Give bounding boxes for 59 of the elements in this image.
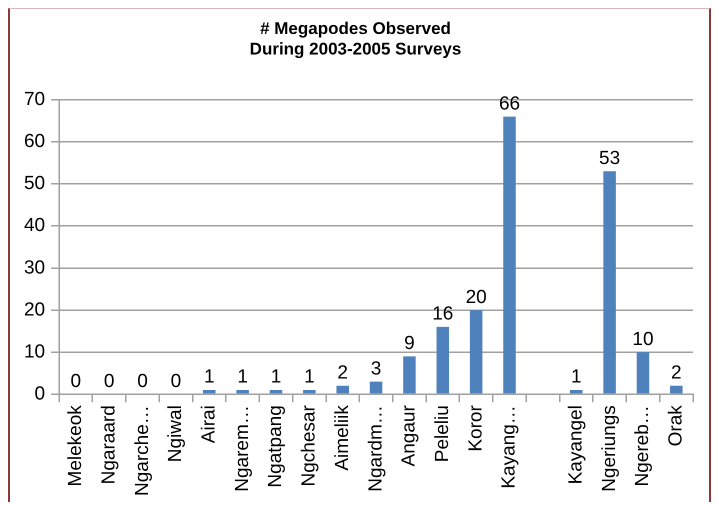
x-tick-label: Melekeok — [65, 404, 86, 487]
data-label: 0 — [70, 370, 82, 392]
x-tick-label: Ngardm… — [365, 405, 386, 492]
bar — [470, 310, 482, 394]
data-label: 1 — [304, 366, 315, 388]
x-tick-label: Orak — [666, 404, 687, 446]
y-tick-label: 70 — [24, 89, 46, 110]
x-tick-label: Ngarche… — [132, 405, 153, 496]
x-tick-label: Ngchesar — [298, 404, 320, 487]
bar — [370, 382, 382, 394]
bar — [403, 356, 416, 394]
bar — [270, 390, 282, 394]
x-tick-label: Kayangel — [565, 405, 586, 484]
x-tick-label: Kayang… — [498, 405, 520, 489]
data-label: 53 — [599, 148, 620, 170]
data-label: 10 — [632, 328, 654, 350]
data-label: 1 — [237, 366, 248, 388]
y-tick-label: 30 — [24, 257, 46, 278]
y-tick-label: 0 — [34, 383, 46, 404]
x-tick-label: Ngatpang — [265, 405, 286, 488]
x-tick-label: Airai — [198, 405, 220, 444]
data-label: 1 — [570, 366, 582, 388]
x-tick-label: Ngarem… — [232, 405, 253, 492]
y-tick-label: 40 — [24, 215, 46, 236]
y-tick-label: 50 — [24, 173, 46, 194]
x-tick-label: Ngeriungs — [598, 405, 620, 492]
x-tick-label: Ngereb… — [632, 405, 654, 487]
data-label: 66 — [498, 93, 520, 114]
data-label: 0 — [104, 370, 114, 392]
data-label: 0 — [170, 370, 182, 392]
data-label: 1 — [204, 366, 215, 388]
bar — [503, 116, 516, 394]
x-tick-label: Angaur — [398, 404, 420, 466]
bar — [570, 390, 582, 394]
bar — [636, 352, 650, 394]
data-label: 2 — [671, 362, 682, 384]
bar — [203, 390, 216, 394]
data-label: 0 — [137, 370, 148, 392]
data-label: 2 — [337, 362, 348, 384]
data-label: 9 — [404, 333, 415, 354]
x-tick-label: Ngiwal — [165, 405, 186, 462]
data-label: 16 — [432, 304, 454, 325]
x-tick-label: Ngaraard — [98, 405, 120, 484]
bar — [436, 326, 450, 394]
chart-title: # Megapodes Observed During 2003-2005 Surveys — [250, 18, 462, 58]
bar — [236, 390, 249, 394]
bar — [603, 171, 616, 394]
data-label: 20 — [466, 286, 487, 308]
bar — [336, 386, 349, 394]
x-tick-label: Peleliu — [432, 405, 454, 462]
x-tick-label: Koror — [465, 404, 486, 452]
bar — [670, 386, 683, 394]
y-tick-label: 20 — [24, 299, 46, 320]
bar — [303, 390, 316, 394]
y-tick-label: 60 — [24, 131, 46, 152]
y-tick-label: 10 — [24, 341, 46, 362]
x-tick-label: Aimeliik — [332, 404, 353, 471]
data-label: 1 — [270, 366, 282, 388]
data-label: 3 — [370, 358, 382, 380]
